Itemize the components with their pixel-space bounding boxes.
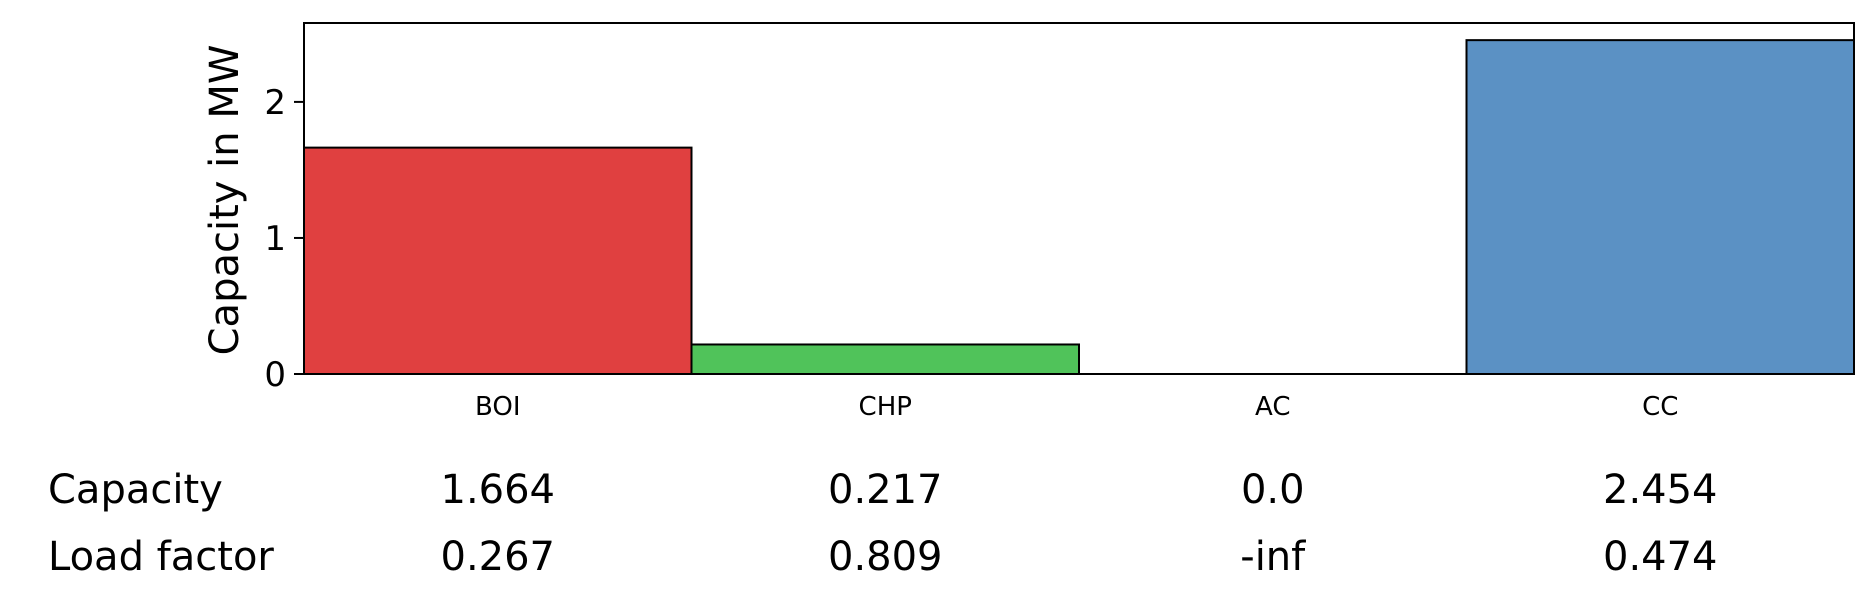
table-cell: 0.267	[440, 534, 556, 580]
table-cell: -inf	[1240, 534, 1306, 580]
x-category-label-ac: AC	[1255, 392, 1290, 422]
table-cell: 2.454	[1602, 467, 1718, 513]
x-category-label-cc: CC	[1642, 392, 1678, 422]
table-cell: 0.809	[827, 534, 943, 580]
x-category-labels: BOI CHP AC CC	[475, 392, 1678, 422]
x-category-label-chp: CHP	[859, 392, 912, 422]
bar-cc	[1465, 39, 1855, 376]
table-cell: 0.217	[827, 467, 943, 513]
table-cell: 0.0	[1240, 467, 1305, 513]
y-tick-label: 0	[264, 355, 286, 395]
table-row-label: Load factor	[48, 534, 274, 580]
bars-group	[303, 39, 1855, 376]
table-cell: 1.664	[440, 467, 556, 513]
y-ticks-group: 0 1 2	[264, 83, 304, 395]
bar-chp	[690, 343, 1080, 375]
table-row-label: Capacity	[48, 467, 223, 513]
x-category-label-boi: BOI	[475, 392, 521, 422]
y-tick-label: 1	[264, 219, 286, 259]
y-tick-label: 2	[264, 83, 286, 123]
bar-boi	[303, 146, 693, 375]
table-cell: 0.474	[1602, 534, 1718, 580]
plot-frame	[303, 22, 1855, 375]
y-axis-label: Capacity in MW	[202, 45, 248, 356]
